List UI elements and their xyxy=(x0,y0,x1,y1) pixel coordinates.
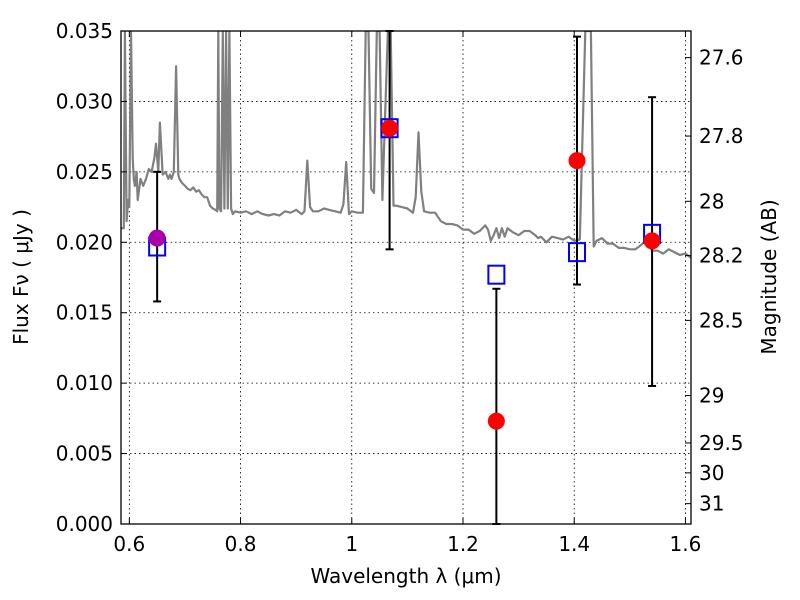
x-axis-title: Wavelength λ (μm) xyxy=(310,564,501,588)
data-markers xyxy=(148,118,662,430)
plot-frame xyxy=(120,30,692,525)
circle-marker xyxy=(643,232,661,250)
x-tick-label: 1.6 xyxy=(670,532,702,556)
circle-marker xyxy=(148,229,166,247)
circle-marker xyxy=(568,152,586,170)
square-marker xyxy=(568,242,586,263)
x-tick-label: 1.4 xyxy=(558,532,590,556)
y2-tick-label: 31 xyxy=(699,492,724,516)
y2-tick-label: 27.8 xyxy=(699,124,744,148)
grid xyxy=(121,31,691,524)
y-tick-label: 0.030 xyxy=(56,89,113,113)
y2-tick-label: 30 xyxy=(699,461,724,485)
y2-tick-label: 28.5 xyxy=(699,308,744,332)
y-axis-title: Flux Fν ( μJy ) xyxy=(9,209,33,345)
y-tick-label: 0.000 xyxy=(56,512,113,536)
y-tick-label: 0.005 xyxy=(56,442,113,466)
y2-tick-label: 29 xyxy=(699,384,724,408)
circle-marker xyxy=(487,412,505,430)
y-tick-label: 0.025 xyxy=(56,160,113,184)
y2-axis-title: Magnitude (AB) xyxy=(757,199,781,354)
y2-tick-label: 28.2 xyxy=(699,244,744,268)
x-tick-label: 0.6 xyxy=(113,532,145,556)
square-marker xyxy=(487,264,506,285)
x-tick-label: 1 xyxy=(345,532,358,556)
axis-ticks: 0.6 0.8 1 1.2 1.4 1.6 0.000 0.005 0.010 0.015 0.02… xyxy=(56,19,744,556)
y-tick-label: 0.015 xyxy=(56,301,113,325)
spectrum-line xyxy=(121,31,691,259)
y-tick-label: 0.010 xyxy=(56,371,113,395)
x-tick-label: 0.8 xyxy=(225,532,257,556)
model-spectrum xyxy=(121,31,691,259)
y-tick-label: 0.035 xyxy=(56,19,113,43)
y-tick-label: 0.020 xyxy=(56,230,113,254)
x-tick-label: 1.2 xyxy=(447,532,479,556)
y2-tick-label: 27.6 xyxy=(699,46,744,70)
circle-marker xyxy=(381,119,399,137)
y2-tick-label: 28 xyxy=(699,189,724,213)
y2-tick-label: 29.5 xyxy=(699,431,744,455)
